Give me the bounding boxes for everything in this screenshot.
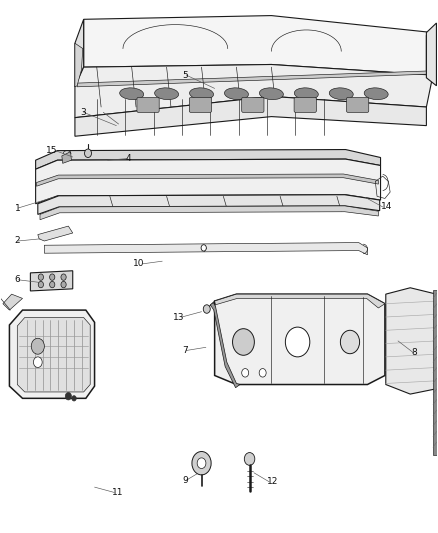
Text: 4: 4 [125,154,131,163]
Polygon shape [75,96,426,136]
Polygon shape [426,33,433,78]
Circle shape [201,245,206,251]
Circle shape [203,305,210,313]
Text: 11: 11 [112,488,124,497]
Polygon shape [426,23,436,86]
Text: 13: 13 [173,312,184,321]
Circle shape [259,368,266,377]
Circle shape [244,453,255,465]
FancyBboxPatch shape [242,98,264,112]
Circle shape [31,338,44,354]
Polygon shape [40,206,378,220]
Text: 2: 2 [15,237,20,246]
Polygon shape [35,159,381,204]
Text: 3: 3 [80,108,86,117]
Circle shape [72,395,76,401]
Polygon shape [75,64,433,118]
Ellipse shape [120,88,144,100]
Polygon shape [62,152,71,164]
Polygon shape [77,71,431,87]
Polygon shape [38,226,73,241]
Circle shape [197,458,206,469]
Polygon shape [215,294,385,308]
Text: 1: 1 [14,204,20,213]
Circle shape [85,149,92,158]
Text: 6: 6 [14,275,20,284]
Polygon shape [44,243,367,255]
Text: 15: 15 [46,146,57,155]
Circle shape [242,368,249,377]
Polygon shape [17,318,90,392]
Text: 9: 9 [183,476,188,484]
Polygon shape [433,290,437,455]
Polygon shape [10,310,95,398]
Polygon shape [215,294,385,384]
Circle shape [65,392,71,400]
Text: 7: 7 [183,346,188,355]
FancyBboxPatch shape [137,98,159,112]
Polygon shape [210,303,240,387]
Ellipse shape [155,88,179,100]
Circle shape [49,281,55,288]
Circle shape [233,329,254,356]
Circle shape [61,274,66,280]
Ellipse shape [329,88,353,100]
Circle shape [61,281,66,288]
FancyBboxPatch shape [189,98,212,112]
Polygon shape [3,294,22,310]
Ellipse shape [259,88,283,100]
Circle shape [340,330,360,354]
Ellipse shape [224,88,248,100]
Circle shape [38,281,43,288]
Text: 12: 12 [267,478,279,486]
Polygon shape [75,43,83,87]
Polygon shape [84,15,433,75]
Polygon shape [38,195,380,214]
Ellipse shape [294,88,318,100]
Circle shape [286,327,310,357]
Text: 5: 5 [183,70,188,79]
Ellipse shape [190,88,214,100]
Circle shape [49,274,55,280]
Text: 8: 8 [411,348,417,357]
Polygon shape [75,19,84,87]
Ellipse shape [364,88,388,100]
Polygon shape [386,288,436,394]
Text: 10: 10 [133,260,145,268]
Circle shape [33,357,42,368]
Polygon shape [36,174,378,186]
Circle shape [38,274,43,280]
FancyBboxPatch shape [294,98,316,112]
Polygon shape [35,150,381,169]
FancyBboxPatch shape [346,98,369,112]
Circle shape [192,451,211,475]
Text: 14: 14 [381,203,392,212]
Polygon shape [30,271,73,291]
